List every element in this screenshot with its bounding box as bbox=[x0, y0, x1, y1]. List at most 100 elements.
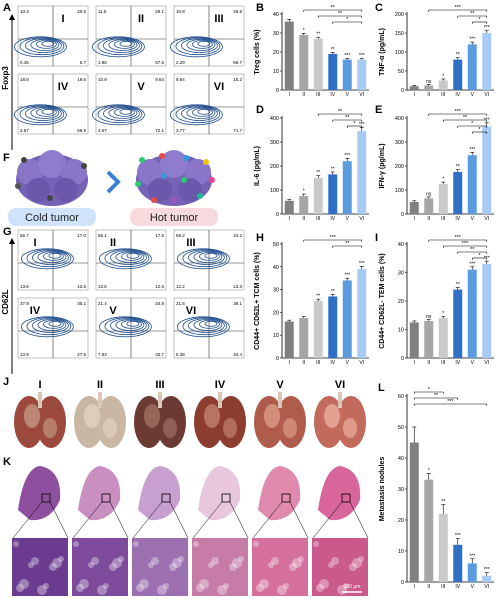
bar bbox=[409, 322, 419, 358]
alveolus bbox=[172, 558, 182, 568]
bar bbox=[438, 80, 448, 90]
contour-ring bbox=[21, 316, 74, 338]
contour-ring bbox=[120, 320, 142, 329]
zoom-box bbox=[161, 493, 171, 503]
x-tick-label: V bbox=[346, 92, 350, 98]
significance-label: * bbox=[353, 121, 356, 127]
alveolus bbox=[217, 585, 227, 595]
alveolus bbox=[271, 557, 279, 565]
y-axis-title: CD44+ CD62L+ TCM cells (%) bbox=[254, 252, 261, 350]
y-tick-label: 200 bbox=[395, 12, 404, 18]
alveolus bbox=[16, 584, 24, 592]
flow-plot: 37.9 30.1 13.9 27.6 IV bbox=[17, 297, 89, 359]
flow-plot-label: II bbox=[110, 237, 116, 249]
quadrant-value: 71.7 bbox=[233, 128, 242, 133]
alveolus bbox=[232, 558, 242, 568]
contour-ring bbox=[191, 108, 213, 117]
histology-zoom bbox=[252, 538, 308, 596]
scale-bar-label: 100 μm bbox=[344, 584, 361, 590]
zoom-image bbox=[132, 538, 188, 596]
contour-ring bbox=[169, 36, 223, 58]
contour-ring bbox=[176, 316, 230, 338]
x-tick-label: V bbox=[471, 216, 475, 222]
quadrant-value: 13.3 bbox=[233, 284, 242, 289]
flow-plot: 56.1 17.5 13.6 12.6 II bbox=[95, 229, 167, 291]
significance-label: ** bbox=[338, 11, 343, 17]
contour-ring bbox=[108, 107, 138, 119]
x-tick-label: II bbox=[302, 92, 305, 98]
bar bbox=[467, 563, 477, 582]
alveolus bbox=[148, 562, 154, 568]
significance-mark: ** bbox=[331, 289, 335, 295]
alveolus bbox=[136, 584, 144, 592]
significance-mark: * bbox=[428, 468, 430, 474]
trachea bbox=[278, 392, 282, 408]
alveolus bbox=[49, 563, 57, 571]
y-tick-label: 20 bbox=[398, 299, 404, 305]
quadrant-value: 17.5 bbox=[155, 233, 164, 238]
y-tick-label: 60 bbox=[398, 394, 404, 400]
quadrant-value: 34.9 bbox=[155, 301, 164, 306]
alveolus bbox=[223, 583, 229, 589]
lung-photo bbox=[134, 392, 186, 448]
quadrant-value: 5.7 bbox=[80, 60, 87, 65]
quadrant-value: 66.7 bbox=[233, 60, 242, 65]
flow-plot: 21.4 34.9 7.63 32.7 V bbox=[95, 297, 167, 359]
quadrant-value: 39.1 bbox=[233, 301, 242, 306]
contour-ring bbox=[182, 317, 228, 336]
contour-ring bbox=[204, 252, 218, 259]
alveolus bbox=[91, 557, 99, 565]
lung-highlight bbox=[223, 418, 237, 438]
lung-highlight bbox=[103, 418, 117, 438]
trachea bbox=[38, 392, 42, 408]
lung-highlight bbox=[144, 404, 160, 428]
alveolus bbox=[283, 583, 289, 589]
x-tick-label: V bbox=[471, 584, 475, 590]
panel-label-a: A bbox=[3, 2, 11, 14]
histology-row: 100 μm bbox=[12, 466, 369, 596]
cold-tumor-label: Cold tumor bbox=[25, 212, 79, 224]
panel-label-g: G bbox=[3, 226, 12, 238]
significance-mark: *** bbox=[359, 261, 365, 267]
zoom-box bbox=[281, 493, 291, 503]
zoom-box bbox=[41, 493, 51, 503]
significance-label: * bbox=[471, 121, 474, 127]
bar bbox=[467, 155, 477, 214]
contour-ring bbox=[187, 250, 225, 266]
contour-ring bbox=[104, 317, 150, 336]
significance-mark: * bbox=[303, 189, 305, 195]
bar bbox=[284, 21, 294, 91]
alveolus bbox=[37, 585, 47, 595]
contour-ring bbox=[175, 37, 221, 56]
contour-ring bbox=[186, 39, 216, 51]
x-tick-label: I bbox=[414, 360, 415, 366]
histology-section bbox=[132, 466, 189, 539]
x-tick-label: II bbox=[427, 360, 430, 366]
quadrant-value: 56.7 bbox=[20, 233, 29, 238]
quadrant-value: 19.6 bbox=[77, 77, 86, 82]
alveolus bbox=[79, 579, 89, 589]
alveolus bbox=[268, 562, 274, 568]
x-tick-label: II bbox=[302, 360, 305, 366]
y-tick-label: 50 bbox=[398, 425, 404, 431]
zoom-line bbox=[252, 501, 283, 539]
quadrant-value: 24.2 bbox=[233, 233, 242, 238]
significance-mark: ** bbox=[316, 170, 320, 176]
x-tick-label: IV bbox=[330, 92, 335, 98]
quadrant-value: 37.9 bbox=[20, 301, 29, 306]
y-tick-label: 20 bbox=[273, 50, 279, 56]
alveolus bbox=[163, 583, 169, 589]
contour-ring bbox=[30, 39, 60, 51]
alveolus bbox=[109, 563, 117, 571]
bar bbox=[424, 198, 434, 214]
lung-highlight bbox=[264, 404, 280, 428]
histology-zoom bbox=[312, 538, 368, 596]
alveolus bbox=[253, 541, 259, 547]
flow-plot: 21.6 39.1 5.38 34.4 VI bbox=[173, 297, 245, 359]
zoom-line bbox=[49, 501, 69, 539]
alveolus bbox=[13, 541, 19, 547]
contour-ring bbox=[19, 105, 65, 124]
bar bbox=[409, 86, 419, 90]
alveolus bbox=[313, 541, 319, 547]
significance-mark: ** bbox=[331, 47, 335, 53]
